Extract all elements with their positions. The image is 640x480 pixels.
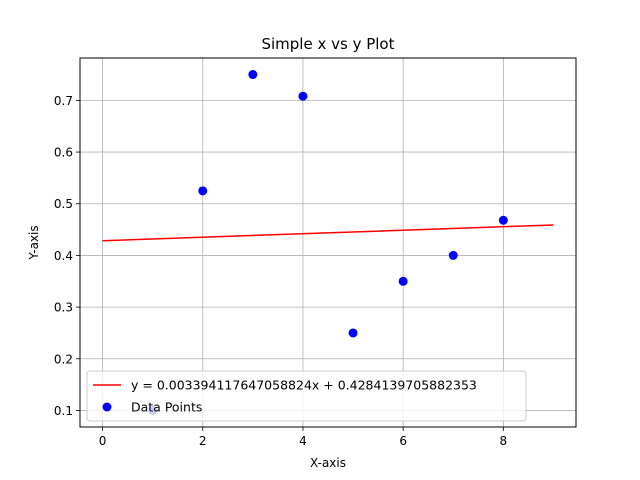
data-point (348, 328, 358, 338)
y-tick-label: 0.1 (54, 404, 73, 418)
y-axis-ticks: 0.1 0.2 0.3 0.4 0.5 0.6 0.7 (54, 94, 80, 418)
legend-marker-swatch (102, 402, 112, 412)
x-tick-label: 4 (299, 434, 307, 448)
data-point (448, 250, 458, 260)
chart-title: Simple x vs y Plot (261, 35, 394, 53)
y-tick-label: 0.2 (54, 352, 73, 366)
legend: y = 0.003394117647058824x + 0.4284139705… (86, 370, 527, 422)
x-tick-label: 2 (199, 434, 207, 448)
y-axis-label: Y-axis (27, 225, 41, 260)
grid-lines (80, 58, 576, 427)
x-axis-label: X-axis (310, 456, 346, 470)
x-tick-label: 8 (500, 434, 508, 448)
x-axis-ticks: 0 2 4 6 8 (99, 427, 507, 448)
y-tick-label: 0.6 (54, 146, 73, 160)
legend-label-fit-line: y = 0.003394117647058824x + 0.4284139705… (131, 378, 477, 393)
axes-frame (79, 57, 577, 428)
data-point (298, 91, 308, 101)
legend-label-data-points: Data Points (131, 400, 202, 415)
data-point (198, 186, 208, 196)
x-tick-label: 6 (399, 434, 407, 448)
y-tick-label: 0.4 (54, 249, 73, 263)
x-tick-label: 0 (99, 434, 107, 448)
data-point (398, 276, 408, 286)
y-tick-label: 0.5 (54, 197, 73, 211)
legend-box (86, 370, 527, 422)
data-point (498, 215, 508, 225)
y-tick-label: 0.3 (54, 301, 73, 315)
y-tick-label: 0.7 (54, 94, 73, 108)
regression-line (102, 224, 554, 242)
data-point (248, 70, 258, 80)
